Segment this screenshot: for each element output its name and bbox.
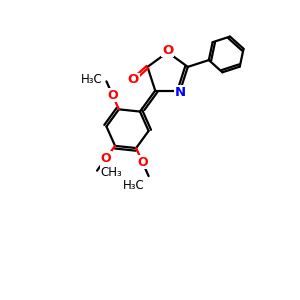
Text: CH₃: CH₃ xyxy=(100,166,122,178)
Text: O: O xyxy=(137,156,148,169)
Text: O: O xyxy=(162,44,173,57)
Text: O: O xyxy=(101,152,111,165)
Text: H₃C: H₃C xyxy=(123,179,145,192)
Text: O: O xyxy=(128,73,139,86)
Text: O: O xyxy=(107,89,118,102)
Text: N: N xyxy=(175,86,186,99)
Text: H₃C: H₃C xyxy=(81,74,103,86)
